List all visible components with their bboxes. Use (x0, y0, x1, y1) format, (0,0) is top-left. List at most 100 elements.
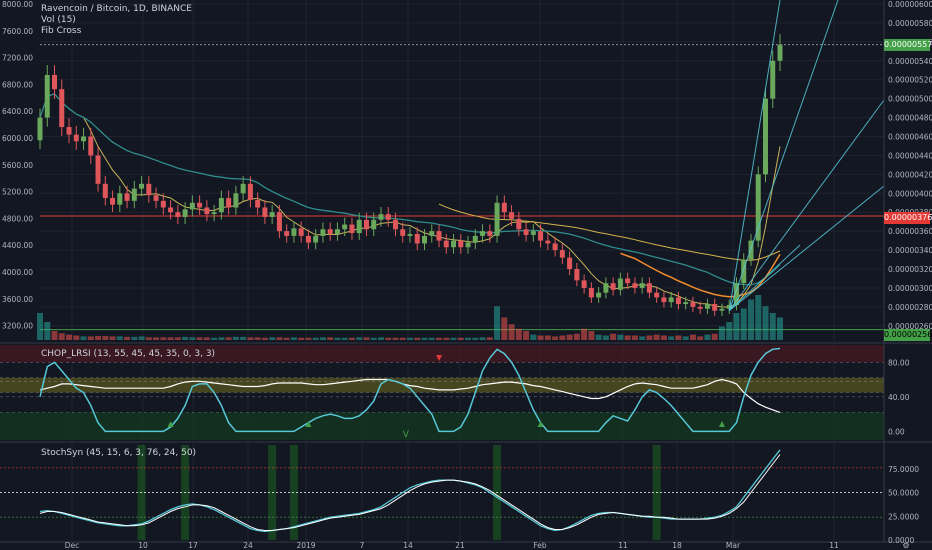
volume-bar (261, 337, 268, 340)
chop-axis-tick: 40.00 (888, 393, 910, 402)
chop-signal-up-icon (718, 421, 725, 428)
volume-bar (450, 337, 457, 340)
volume-bar (116, 336, 123, 340)
left-axis-tick: 7200.00 (2, 54, 33, 63)
chop-lower-band (0, 412, 884, 440)
candle (733, 283, 739, 305)
overlay-vol[interactable]: Vol (15) (41, 15, 76, 25)
candle (472, 235, 478, 243)
right-axis-tick: 0.00000280 (888, 303, 932, 312)
candle (385, 214, 391, 220)
volume-bar (465, 337, 472, 340)
candle (639, 283, 645, 288)
volume-bar (370, 337, 377, 340)
volume-bar (211, 337, 218, 340)
candle (552, 243, 558, 251)
candle (44, 74, 50, 118)
candle (349, 224, 355, 234)
right-axis-tick: 0.00000340 (888, 246, 932, 255)
volume-bar (479, 337, 486, 340)
volume-bar (182, 336, 189, 340)
fan-line (728, 99, 885, 311)
candle (160, 200, 166, 208)
fan-line (728, 185, 885, 312)
candle (494, 202, 500, 236)
candle (124, 193, 130, 201)
chop-signal-down-icon (436, 355, 443, 361)
volume-bar (189, 337, 196, 340)
settings-gear-icon[interactable]: ⚙ (902, 541, 909, 550)
x-axis-tick: Dec (65, 541, 80, 550)
volume-bar (711, 333, 718, 340)
volume-bar (646, 335, 653, 340)
volume-bar (675, 335, 682, 340)
stoch-label[interactable]: StochSyn (45, 15, 6, 3, 76, 24, 50) (41, 448, 197, 458)
chart-legend: Ravencoin / Bitcoin, 1D, BINANCE Vol (15… (41, 4, 192, 37)
chop-signal-up-icon (167, 421, 174, 428)
volume-bar (631, 335, 638, 340)
overlay-fib-cross[interactable]: Fib Cross (41, 26, 82, 36)
candle (73, 134, 79, 142)
candle (712, 304, 718, 311)
chop-signal-up-icon (305, 421, 312, 428)
candle (777, 44, 783, 61)
right-axis-tick: 0.00000440 (888, 151, 932, 160)
volume-bar (305, 337, 312, 340)
volume-bar (131, 336, 138, 340)
candle (480, 231, 486, 236)
candle (211, 212, 217, 215)
candle (117, 193, 123, 205)
volume-bar (472, 337, 479, 340)
candle (400, 229, 406, 236)
volume-bar (356, 337, 363, 340)
volume-bar (87, 336, 94, 340)
candle (668, 297, 674, 303)
volume-bar (639, 336, 646, 340)
volume-bar (544, 335, 551, 340)
right-axis-tick: 0.00000300 (888, 284, 932, 293)
candle (363, 219, 369, 230)
candle (95, 155, 101, 184)
x-axis-tick: 24 (243, 541, 253, 550)
volume-bar (414, 337, 421, 340)
volume-bar (407, 337, 413, 340)
candle (530, 231, 536, 235)
candle (37, 117, 43, 141)
stoch-axis-tick: 50.0000 (888, 489, 919, 498)
candle (284, 231, 290, 236)
volume-bar (283, 337, 290, 340)
candle (189, 202, 195, 210)
volume-bar (298, 337, 305, 340)
candle (654, 292, 660, 298)
volume-bar (610, 333, 617, 340)
volume-bar (457, 337, 464, 340)
candle (320, 229, 326, 236)
volume-bar (138, 336, 145, 340)
volume-bar (51, 331, 58, 340)
volume-bar (109, 336, 116, 340)
right-axis-tick: 0.00000480 (888, 114, 932, 123)
volume-bar (573, 333, 580, 340)
chop-label[interactable]: CHOP_LRSI (13, 55, 45, 45, 35, 0, 3, 3) (41, 349, 216, 359)
fan-line (728, 0, 781, 311)
volume-bar (58, 333, 65, 340)
candle (625, 278, 631, 284)
candle (327, 229, 333, 234)
chop-upper-band (0, 345, 884, 363)
candle (378, 214, 384, 220)
chop-rsi-line (39, 378, 781, 413)
candle (646, 283, 652, 293)
volume-bar (436, 337, 443, 340)
candle (755, 174, 761, 241)
candle (567, 257, 573, 270)
candle (683, 302, 689, 305)
volume-bar (494, 306, 501, 340)
candle (690, 302, 696, 307)
volume-bar (733, 313, 740, 340)
left-axis-tick: 6400.00 (2, 107, 33, 116)
volume-bar (769, 313, 776, 340)
volume-bar (203, 337, 210, 340)
right-axis-tick: 0.00000320 (888, 265, 932, 274)
candle (371, 219, 377, 230)
volume-bar (755, 295, 762, 340)
